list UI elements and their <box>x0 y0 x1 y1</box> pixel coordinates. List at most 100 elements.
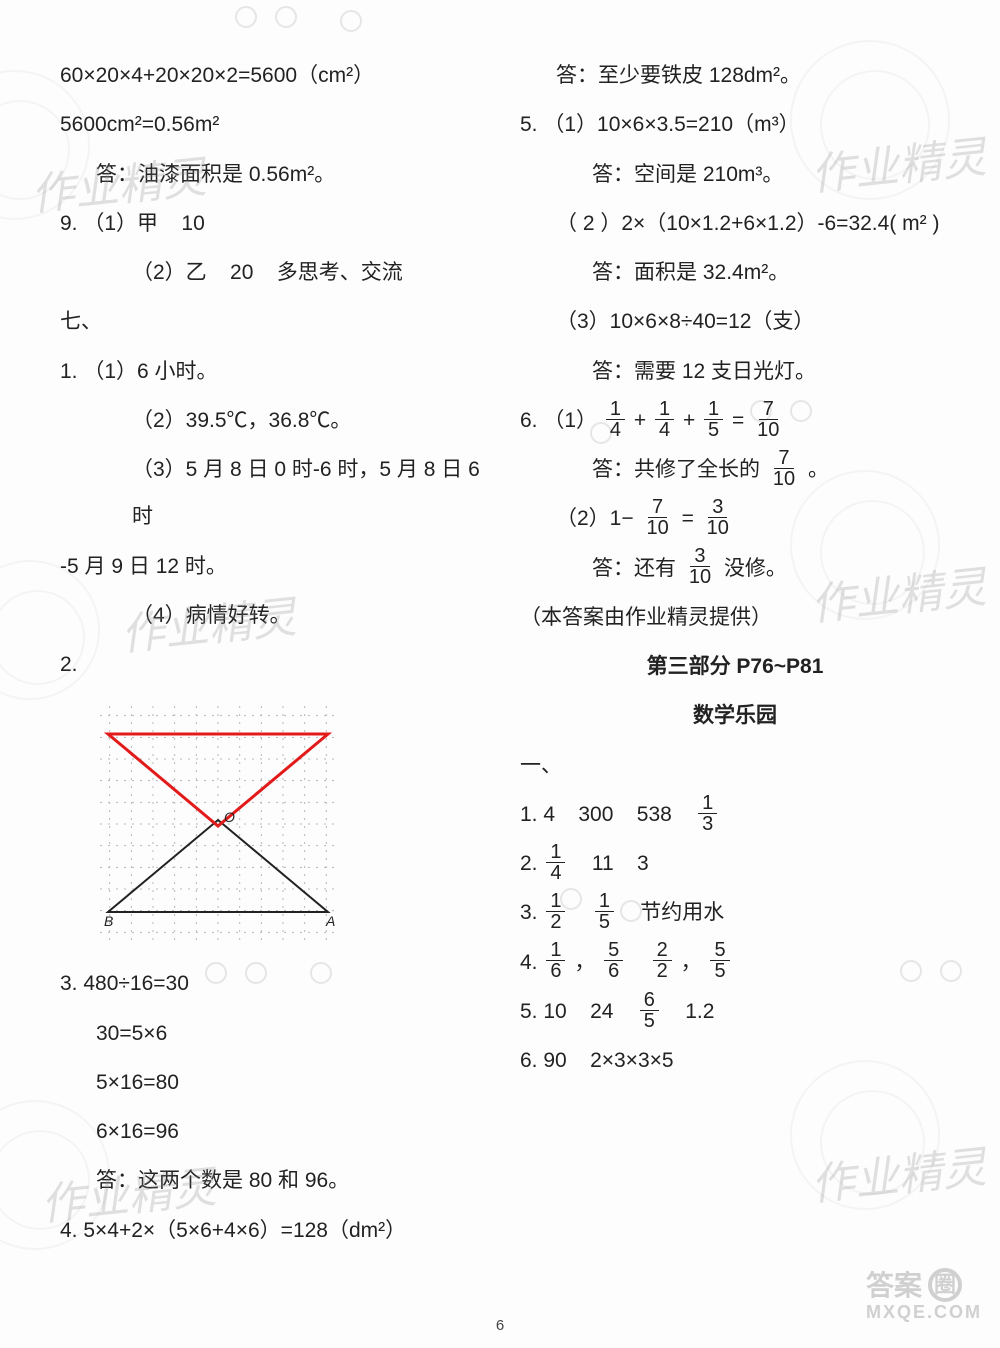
section-heading: 第三部分 P76~P81 <box>520 643 950 690</box>
text-line: 1. 4 300 538 13 <box>520 791 950 838</box>
page-number: 6 <box>0 1317 1000 1334</box>
answer-line: 答：空间是 210m³。 <box>520 151 950 198</box>
section-heading: 一、 <box>520 742 950 789</box>
fraction: 14 <box>546 842 565 883</box>
q-number: 9. <box>60 212 78 235</box>
text-line: （2）乙 20 多思考、交流 <box>60 249 490 296</box>
text-line: 5×16=80 <box>60 1059 490 1106</box>
equals: = <box>732 409 744 432</box>
text: 24 <box>590 1000 613 1023</box>
text: 节约用水 <box>640 901 724 924</box>
text: 1. 4 <box>520 803 555 826</box>
text: （2）乙 <box>132 261 207 284</box>
fraction: 310 <box>703 497 733 538</box>
answer-line: 答：至少要铁皮 128dm²。 <box>520 52 950 99</box>
text-line: 4. 16 ， 56 22 ， 55 <box>520 939 950 986</box>
text: 4. <box>520 951 538 974</box>
fraction: 710 <box>769 448 799 489</box>
answer-line: 答：还有 310 没修。 <box>520 545 950 592</box>
text: 11 <box>592 852 614 875</box>
text-line: 3. 12 15 节约用水 <box>520 889 950 936</box>
badge-url: MXQE.COM <box>866 1302 982 1324</box>
fraction: 22 <box>653 940 672 981</box>
text-line: （3）5 月 8 日 0 时-6 时，5 月 8 日 6 时 <box>60 446 490 541</box>
text: （1）6 小时。 <box>83 360 217 383</box>
fraction: 14 <box>606 399 625 440</box>
right-column: 答：至少要铁皮 128dm²。 5. （1）10×6×3.5=210（m³） 答… <box>520 50 950 1280</box>
answer-line: 答：面积是 32.4m²。 <box>520 249 950 296</box>
fraction: 56 <box>604 940 623 981</box>
text: 答：还有 <box>592 557 676 580</box>
text: 3 <box>637 852 649 875</box>
comma: ， <box>574 951 595 974</box>
fraction: 65 <box>640 990 659 1031</box>
text: （1）甲 <box>83 212 158 235</box>
svg-text:A: A <box>325 913 335 929</box>
section-subheading: 数学乐园 <box>520 692 950 739</box>
text: 3. <box>520 901 538 924</box>
text: 1.2 <box>685 1000 714 1023</box>
text: （1）10×6×3.5=210（m³） <box>543 113 799 136</box>
text: （1） <box>543 409 597 432</box>
fraction: 710 <box>753 399 783 440</box>
text-line: 4. 5×4+2×（5×6+4×6）=128（dm²） <box>60 1207 490 1254</box>
text-line: 5600cm²=0.56m² <box>60 101 490 148</box>
text: 。 <box>808 458 829 481</box>
left-column: 60×20×4+20×20×2=5600（cm²） 5600cm²=0.56m²… <box>60 50 490 1280</box>
text-line: 9. （1）甲 10 <box>60 200 490 247</box>
fraction: 55 <box>710 940 729 981</box>
text: 2. <box>520 852 538 875</box>
text-line: 6. 90 2×3×3×5 <box>520 1037 950 1084</box>
text-line: （2）1− 710 = 310 <box>520 495 950 542</box>
badge-label: 答案 <box>866 1269 922 1303</box>
text: 5. 10 <box>520 1000 567 1023</box>
fraction: 310 <box>685 546 715 587</box>
text-line: -5 月 9 日 12 时。 <box>60 543 490 590</box>
text: 多思考、交流 <box>277 261 403 284</box>
text: 20 <box>230 261 253 284</box>
text: 2×3×3×5 <box>590 1049 674 1072</box>
note-line: （本答案由作业精灵提供） <box>520 594 950 641</box>
section-heading: 七、 <box>60 298 490 345</box>
fraction: 710 <box>642 497 672 538</box>
plus: + <box>634 409 646 432</box>
fraction: 13 <box>698 793 717 834</box>
text-line: 5. 10 24 65 1.2 <box>520 988 950 1035</box>
text-line: 6. （1） 14 + 14 + 15 = 710 <box>520 397 950 444</box>
columns: 60×20×4+20×20×2=5600（cm²） 5600cm²=0.56m²… <box>60 50 950 1280</box>
fraction: 15 <box>704 399 723 440</box>
q-number: 2. <box>60 641 490 688</box>
text-line: （2）39.5℃，36.8℃。 <box>60 397 490 444</box>
q-number: 6. <box>520 409 538 432</box>
q-number: 5. <box>520 113 538 136</box>
answer-line: 答：油漆面积是 0.56m²。 <box>60 151 490 198</box>
text-line: 60×20×4+20×20×2=5600（cm²） <box>60 52 490 99</box>
text-line: （3）10×6×8÷40=12（支） <box>520 298 950 345</box>
text-line: 6×16=96 <box>60 1108 490 1155</box>
text-line: （4）病情好转。 <box>60 592 490 639</box>
fraction: 15 <box>595 891 614 932</box>
text: 10 <box>181 212 204 235</box>
equals: = <box>682 507 694 530</box>
text-line: （ 2 ）2×（10×1.2+6×1.2）-6=32.4( m² ) <box>520 200 950 247</box>
q-number: 1. <box>60 360 78 383</box>
comma: ， <box>681 951 702 974</box>
text: 538 <box>637 803 672 826</box>
svg-text:O: O <box>224 809 235 825</box>
fraction: 16 <box>546 940 565 981</box>
answer-line: 答：这两个数是 80 和 96。 <box>60 1157 490 1204</box>
plus: + <box>683 409 695 432</box>
fraction: 14 <box>655 399 674 440</box>
text-line: 30=5×6 <box>60 1010 490 1057</box>
answer-line: 答：共修了全长的 710 。 <box>520 446 950 493</box>
text: （2）1− <box>556 507 634 530</box>
answer-line: 答：需要 12 支日光灯。 <box>520 348 950 395</box>
site-badge: 答案 圈 MXQE.COM <box>866 1268 982 1324</box>
badge-circle-icon: 圈 <box>928 1268 962 1302</box>
text-line: 2. 14 11 3 <box>520 840 950 887</box>
text: 300 <box>578 803 613 826</box>
text: 没修。 <box>724 557 787 580</box>
text: 答：共修了全长的 <box>592 458 760 481</box>
triangle-diagram: OAB <box>88 694 348 954</box>
fraction: 12 <box>546 891 565 932</box>
